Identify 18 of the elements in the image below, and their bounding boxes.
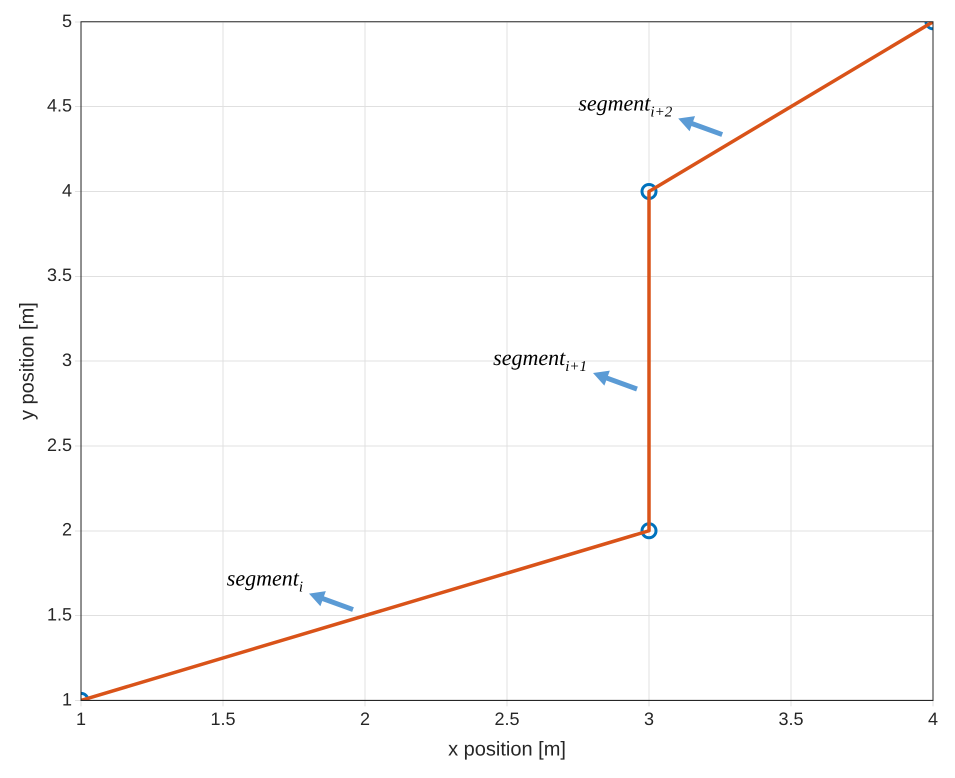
x-tick-label: 1 (76, 709, 86, 730)
x-axis-title: x position [m] (448, 738, 566, 761)
x-tick-label: 3.5 (778, 709, 804, 730)
y-tick-label: 3 (62, 350, 72, 370)
y-tick-label: 2.5 (46, 434, 72, 455)
x-tick-label: 1.5 (210, 709, 236, 730)
x-tick-label: 3 (644, 709, 654, 730)
x-tick-label: 2 (360, 709, 370, 730)
y-tick-label: 1 (62, 689, 72, 710)
x-tick-label: 4 (928, 709, 938, 730)
y-tick-label: 4 (62, 180, 72, 200)
y-tick-label: 4.5 (46, 96, 72, 116)
y-axis-title: y position [m] (16, 302, 39, 420)
y-tick-label: 1.5 (46, 604, 72, 625)
x-tick-label: 2.5 (494, 709, 520, 730)
y-tick-label: 3.5 (46, 265, 72, 286)
y-tick-label: 5 (62, 10, 72, 31)
y-tick-label: 2 (62, 520, 72, 540)
